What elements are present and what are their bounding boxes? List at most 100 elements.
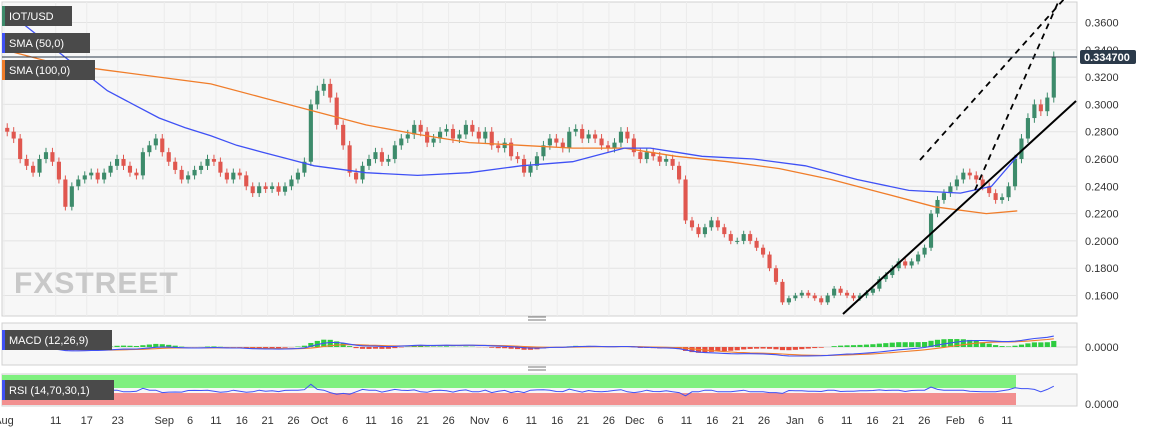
channel-lower-trendline [974,0,1061,191]
last-price-label: 0.334700 [1084,52,1130,64]
rsi-overbought-zone [2,375,1016,388]
rsi-oversold-zone [2,393,1016,405]
macd-histogram-bar [359,347,366,349]
candle-body [470,124,475,132]
trendlines [842,0,1077,315]
macd-histogram-bar [424,346,430,347]
candle-body [702,227,707,235]
macd-histogram-bar [140,345,146,347]
candle-body [916,254,921,262]
legend-sma100[interactable]: SMA (100,0) [2,60,95,80]
candle-body [134,172,139,176]
macd-histogram-bar [715,347,721,352]
macd-histogram-bar [372,347,379,349]
pane-resize-handle-1[interactable] [528,316,546,321]
candle-body [993,193,998,200]
macd-histogram-bar [909,342,915,347]
candle-body [108,165,113,173]
x-tick-label: 21 [892,415,904,427]
candle-body [1012,159,1018,187]
macd-histogram-bar [799,347,805,350]
candle-body [1025,118,1030,139]
candle-body [37,159,42,173]
x-tick-label: 11 [841,415,852,427]
macd-histogram-bar [682,347,689,351]
macd-histogram-bar [728,347,734,351]
x-tick-label: 6 [658,415,664,427]
macd-histogram-bar [334,341,340,347]
y-tick-label: 0.1600 [1085,291,1119,303]
date-axis: Aug 11 17 23 Sep 6 11 16 21 26 Oct 6 11 16 21 26 Nov 6 11 1… [0,415,1013,427]
candle-body [980,179,985,187]
x-tick-label: Aug [0,415,14,427]
candle-body [1038,104,1043,112]
candle-body [89,172,94,176]
legend-rsi[interactable]: RSI (14,70,30,1) [2,380,114,400]
macd-histogram-bar [114,345,120,347]
macd-histogram-bar [269,347,275,349]
candle-body [444,128,449,132]
candle-body [347,145,352,173]
x-tick-label: 6 [187,415,193,427]
candle-body [11,131,16,139]
candle-body [1019,138,1024,159]
candle-body [741,234,746,241]
candle-body [321,83,326,91]
macd-histogram-bar [980,342,986,347]
candle-body [547,138,552,146]
candle-body [631,138,636,153]
macd-histogram-bar [127,345,133,347]
candle-body [560,142,565,149]
candle-body [1006,186,1011,198]
candle-body [489,131,494,146]
x-tick-label: 11 [210,415,221,427]
last-price-tag: 0.334700 [1080,50,1136,65]
candle-body [593,134,598,139]
macd-histogram-bar [411,346,417,347]
candle-body [948,186,953,194]
x-tick-label: 23 [112,415,124,427]
candle-body [573,128,578,132]
candle-body [638,152,643,159]
macd-histogram-bar [1018,344,1025,347]
legend-iotusd[interactable]: IOT/USD [2,6,72,26]
candle-body [877,279,882,289]
candle-body [728,234,733,241]
legend-macd[interactable]: MACD (12,26,9) [2,330,112,350]
candle-body [509,142,514,157]
macd-histogram-bar [786,347,792,351]
candle-body [18,138,23,159]
macd-histogram-bar [1012,345,1018,347]
legend-sma50[interactable]: SMA (50,0) [2,33,90,53]
macd-histogram-bar [166,344,172,347]
candle-body [780,281,785,303]
candle-body [308,104,313,162]
macd-histogram-bar [883,343,889,347]
x-tick-label: 26 [603,415,615,427]
candle-body [192,169,197,176]
candle-body [515,156,520,159]
candle-body [974,175,979,180]
macd-histogram-bar [792,347,798,350]
macd-histogram-bar [275,347,282,349]
candle-body [657,156,662,162]
candle-body [580,128,585,139]
candle-body [218,161,223,173]
macd-histogram-bar [870,344,876,347]
candle-body [502,142,507,149]
macd-histogram-bar [1031,342,1037,347]
candle-body [618,131,624,143]
candle-body [450,128,456,139]
candle-body [786,298,791,303]
candle-body [754,240,759,248]
macd-histogram-bar [1044,342,1050,347]
candle-body [50,152,55,162]
x-tick-label: 11 [365,415,376,427]
candle-body [825,295,830,303]
pane-resize-handle-2[interactable] [528,366,546,371]
candle-body [735,240,740,242]
macd-histogram-bar [831,346,837,347]
fxstreet-watermark: FXSTREET [14,267,179,300]
candle-body [315,90,320,105]
candle-body [760,247,766,255]
